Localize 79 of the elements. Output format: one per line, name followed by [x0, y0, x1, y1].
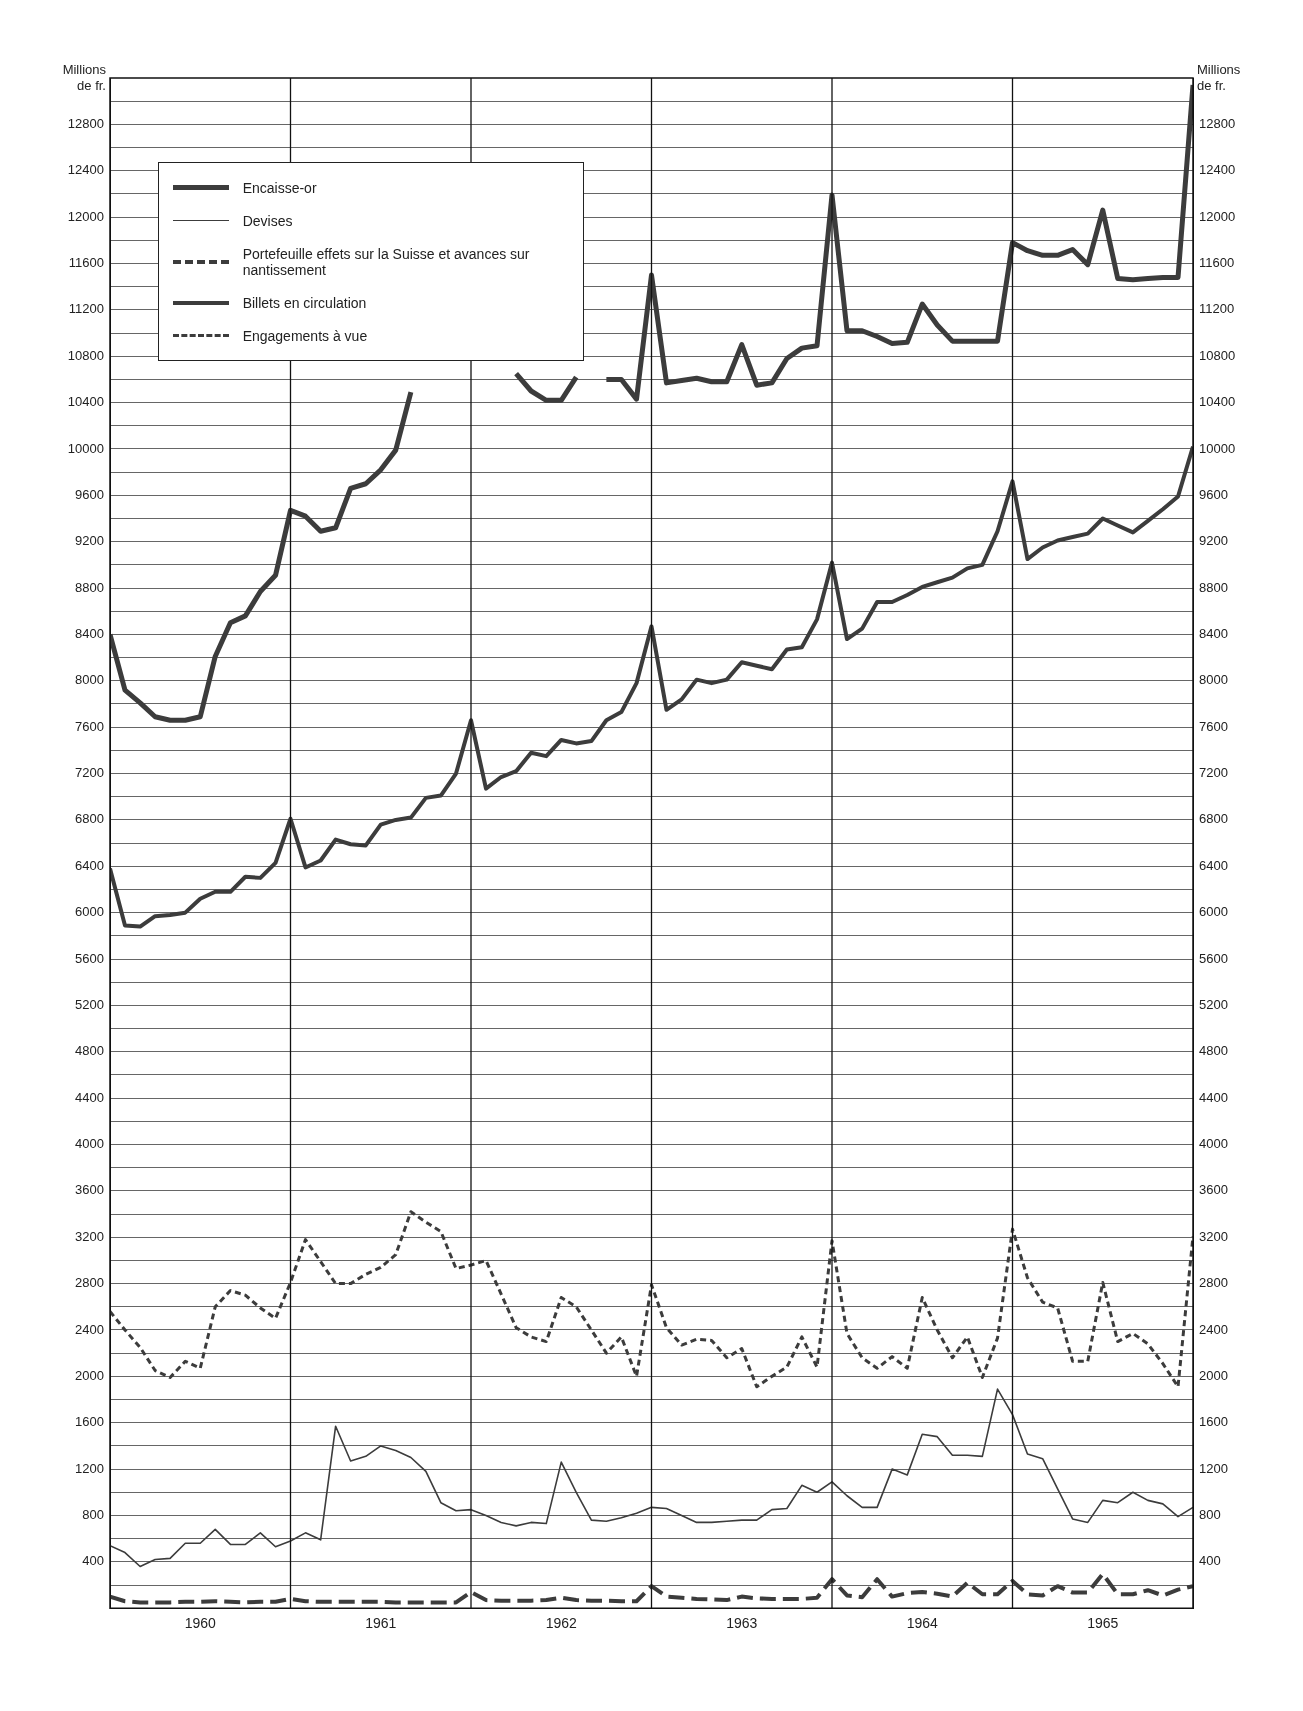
- y2-tick-label: 5200: [1199, 996, 1228, 1012]
- y2-tick-label: 10400: [1199, 394, 1236, 410]
- y2-tick-label: 4800: [1199, 1043, 1228, 1059]
- y2-tick-label: 3600: [1199, 1182, 1228, 1198]
- y2-tick-label: 12000: [1199, 208, 1236, 224]
- legend-label: Portefeuille effets sur la Suisse et avances sur nantissement: [242, 245, 531, 278]
- y2-tick-label: 12800: [1199, 115, 1236, 131]
- y-tick-label: 2400: [75, 1321, 104, 1337]
- legend-label: Devises: [242, 212, 293, 229]
- y2-tick-label: 4000: [1199, 1136, 1228, 1152]
- y2-tick-label: 10000: [1199, 440, 1236, 456]
- x-tick-label: 1965: [1087, 1615, 1119, 1632]
- y2-tick-label: 1600: [1199, 1414, 1228, 1430]
- legend-label: Encaisse-or: [242, 179, 317, 196]
- y-tick-label: 10400: [67, 394, 104, 410]
- y2-tick-label: 4400: [1199, 1089, 1228, 1105]
- y-tick-label: 3200: [75, 1228, 104, 1244]
- y-tick-label: 12800: [67, 115, 104, 131]
- x-tick-label: 1963: [726, 1615, 758, 1632]
- y-tick-label: 10000: [67, 440, 104, 456]
- y2-tick-label: 9200: [1199, 533, 1228, 549]
- y-tick-label: 11600: [68, 255, 104, 271]
- y-tick-label: 7600: [75, 718, 104, 734]
- y2-tick-label: 8000: [1199, 672, 1228, 688]
- y2-tick-label: 8400: [1199, 626, 1228, 642]
- y-tick-label: 5600: [75, 950, 104, 966]
- y2-tick-label: 800: [1199, 1507, 1221, 1523]
- y2-tick-label: 2000: [1199, 1367, 1228, 1383]
- y2-tick-label: 9600: [1199, 486, 1228, 502]
- y2-tick-label: 2800: [1199, 1275, 1228, 1291]
- line-series: [110, 1210, 1193, 1389]
- y2-tick-label: 6400: [1199, 857, 1228, 873]
- y-tick-label: 8800: [75, 579, 104, 595]
- y-tick-label: 9200: [75, 533, 104, 549]
- y2-tick-label: 3200: [1199, 1228, 1228, 1244]
- y2-tick-label: 11200: [1199, 301, 1235, 317]
- y2-tick-label: 2400: [1199, 1321, 1228, 1337]
- y-tick-label: 4000: [75, 1136, 104, 1152]
- y-tick-label: 6800: [75, 811, 104, 827]
- y-tick-label: 9600: [75, 486, 104, 502]
- y-tick-label: 4800: [75, 1043, 104, 1059]
- y2-tick-label: 7200: [1199, 765, 1228, 781]
- y-tick-label: 6400: [75, 857, 104, 873]
- y-tick-label: 12400: [67, 162, 104, 178]
- y-tick-label: 5200: [75, 996, 104, 1012]
- y-tick-label: 8400: [75, 626, 104, 642]
- legend-label: Engagements à vue: [242, 327, 368, 344]
- x-tick-label: 1964: [906, 1615, 939, 1632]
- y2-tick-label: 6000: [1199, 904, 1228, 920]
- line-series: [110, 1572, 1193, 1605]
- y-tick-label: 8000: [75, 672, 104, 688]
- x-tick-label: 1961: [365, 1615, 397, 1632]
- y-tick-label: 400: [82, 1553, 104, 1569]
- y-tick-label: 800: [82, 1507, 104, 1523]
- y-tick-label: 2000: [75, 1367, 104, 1383]
- y-tick-label: 12000: [67, 208, 104, 224]
- y2-tick-label: 11600: [1199, 255, 1235, 271]
- y-tick-label: 1600: [75, 1414, 104, 1430]
- y2-tick-label: 12400: [1199, 162, 1236, 178]
- y-tick-label: 1200: [75, 1460, 104, 1476]
- y-tick-label: 2800: [75, 1275, 104, 1291]
- y-axis-title: Millions de fr.: [62, 62, 107, 94]
- y-tick-label: 6000: [75, 904, 104, 920]
- y-tick-label: 7200: [75, 765, 104, 781]
- y2-tick-label: 400: [1199, 1553, 1221, 1569]
- y2-tick-label: 6800: [1199, 811, 1228, 827]
- y-tick-label: 4400: [75, 1089, 104, 1105]
- y2-tick-label: 5600: [1199, 950, 1228, 966]
- y2-tick-label: 1200: [1199, 1460, 1228, 1476]
- y-tick-label: 11200: [68, 301, 104, 317]
- y-tick-label: 3600: [75, 1182, 104, 1198]
- y2-tick-label: 7600: [1199, 718, 1228, 734]
- y2-axis-title: Millions de fr.: [1197, 62, 1241, 94]
- y2-tick-label: 10800: [1199, 347, 1236, 363]
- y-tick-label: 10800: [67, 347, 104, 363]
- x-tick-label: 1960: [184, 1615, 217, 1632]
- x-tick-label: 1962: [545, 1615, 578, 1632]
- legend-label: Billets en circulation: [242, 294, 367, 311]
- y2-tick-label: 8800: [1199, 579, 1228, 595]
